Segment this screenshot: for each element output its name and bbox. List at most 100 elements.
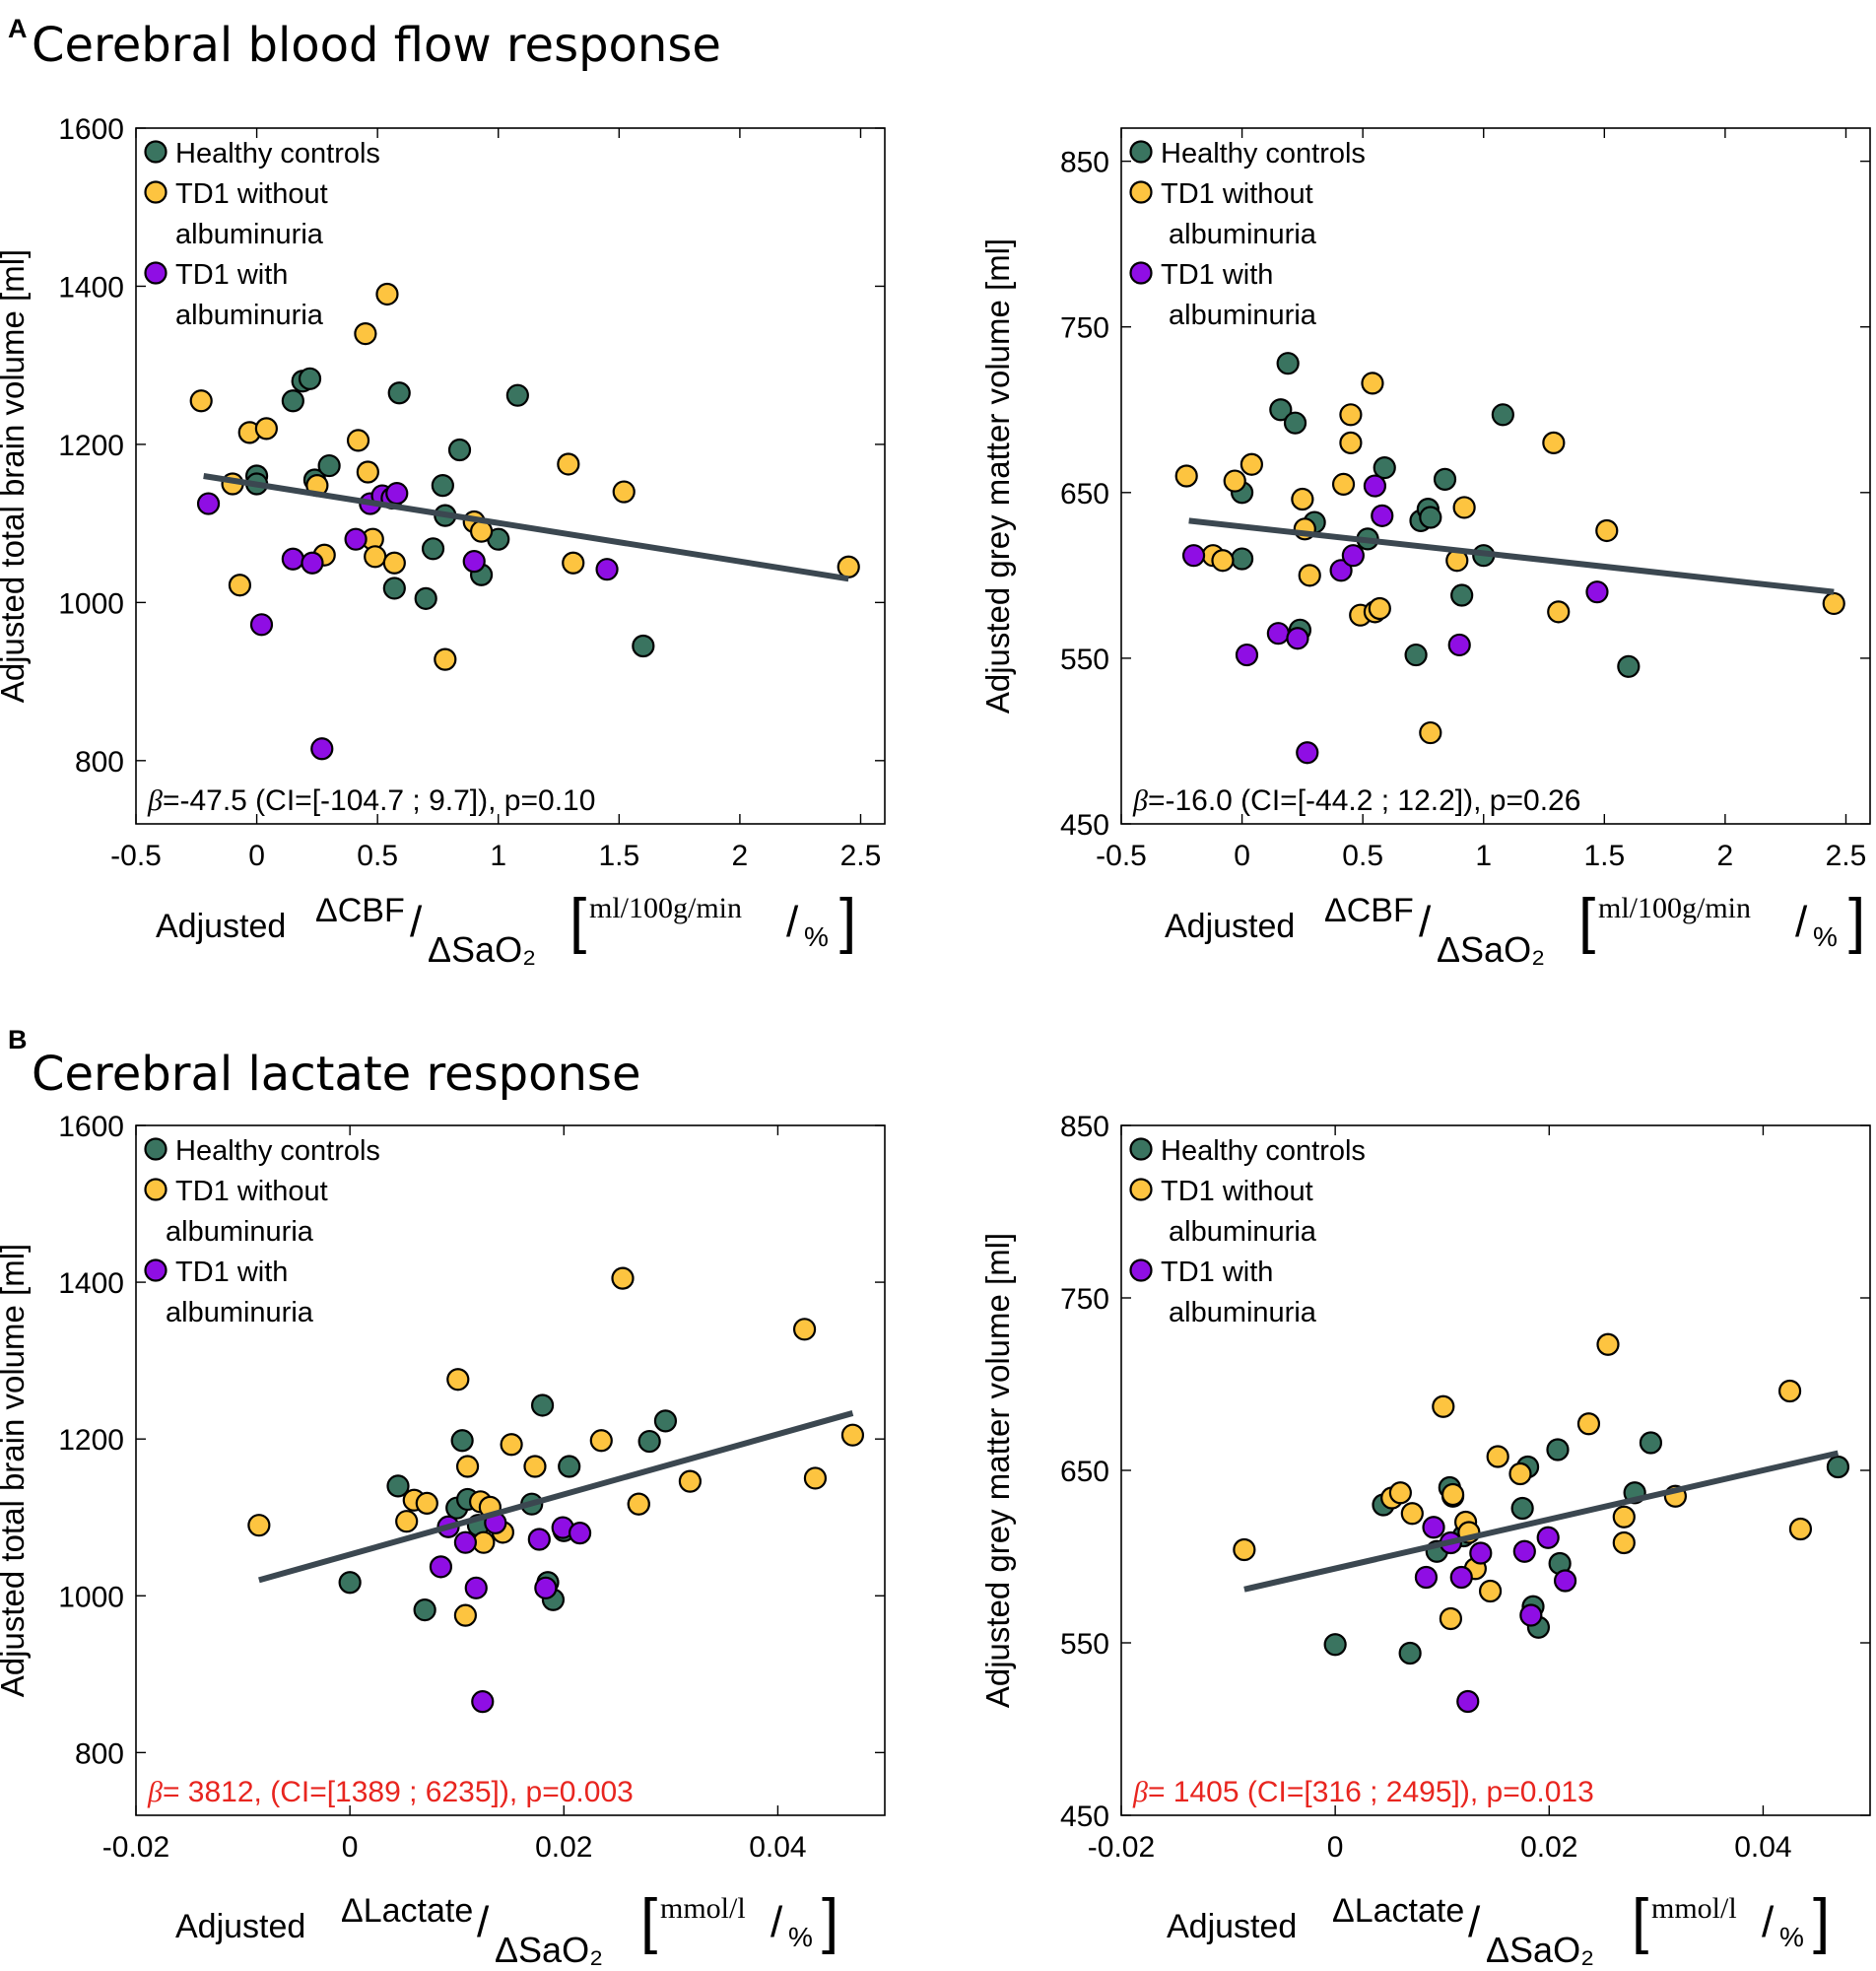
xlabel-numerator: ΔCBF xyxy=(315,892,405,929)
data-point-noalb xyxy=(1440,1482,1465,1507)
y-tick-label: 850 xyxy=(1060,1116,1109,1143)
data-point-alb xyxy=(1585,580,1609,604)
data-point-hc xyxy=(1276,352,1300,375)
data-point-alb xyxy=(385,482,409,506)
data-point-hc xyxy=(1419,506,1442,529)
data-point-hc xyxy=(1323,1633,1347,1657)
section-title-b: Cerebral lactate response xyxy=(32,1047,641,1102)
regression-line xyxy=(1188,517,1835,595)
data-point-alb xyxy=(1422,1516,1445,1539)
legend-label-noalb: TD1 without xyxy=(175,178,328,210)
data-point-hc xyxy=(1404,643,1428,667)
legend-marker-noalb xyxy=(1129,1178,1153,1201)
x-tick-label: 1 xyxy=(490,840,506,872)
x-tick-label: -0.02 xyxy=(1088,1831,1155,1864)
data-point-hc xyxy=(1283,411,1307,435)
data-point-hc xyxy=(1617,654,1641,678)
data-point-noalb xyxy=(1452,496,1476,519)
stats-annotation: β= 1405 (CI=[316 ; 2495]), p=0.013 xyxy=(1132,1776,1594,1808)
xlabel-unit: mmol/l xyxy=(660,1892,746,1925)
legend-label-alb: TD1 with xyxy=(1161,1257,1273,1288)
legend-label-noalb: TD1 without xyxy=(1161,178,1313,210)
data-point-alb xyxy=(429,1555,453,1579)
stats-text: =-16.0 (CI=[-44.2 ; 12.2]), p=0.26 xyxy=(1148,784,1580,817)
data-point-noalb xyxy=(375,282,399,306)
stats-text: =-47.5 (CI=[-104.7 ; 9.7]), p=0.10 xyxy=(163,784,595,817)
xlabel-denominator: ΔSaO₂ xyxy=(1437,929,1546,970)
data-point-noalb xyxy=(1612,1530,1636,1555)
xlabel-numerator: ΔLactate xyxy=(1332,1892,1465,1930)
y-tick-label: 450 xyxy=(1060,809,1109,842)
xlabel-bracket-left: [ xyxy=(1578,887,1596,955)
legend-label-noalb: albuminuria xyxy=(1169,1216,1317,1248)
y-tick-label: 550 xyxy=(1060,644,1109,676)
data-point-noalb xyxy=(1777,1379,1802,1403)
y-tick-label: 550 xyxy=(1060,1628,1109,1661)
stats-text: = 3812, (CI=[1389 ; 6235]), p=0.003 xyxy=(163,1776,634,1808)
x-tick-label: 0.5 xyxy=(1342,840,1383,872)
plot-frame xyxy=(1120,127,1871,825)
legend-label-noalb: albuminuria xyxy=(1169,219,1317,250)
data-point-noalb xyxy=(1339,431,1363,454)
xlabel-unit-slash: / xyxy=(786,898,799,946)
data-point-noalb xyxy=(446,1368,470,1392)
data-point-hc xyxy=(421,537,445,561)
xlabel-bracket-left: [ xyxy=(1632,1887,1649,1955)
xlabel-prefix: Adjusted xyxy=(1167,1908,1298,1945)
legend-label-alb: TD1 with xyxy=(175,1257,288,1288)
data-point-noalb xyxy=(1388,1481,1412,1505)
xlabel-slash: / xyxy=(477,1898,490,1946)
data-point-alb xyxy=(568,1522,592,1545)
stats-annotation: β= 3812, (CI=[1389 ; 6235]), p=0.003 xyxy=(147,1776,634,1808)
data-point-alb xyxy=(1181,544,1206,568)
y-tick-label: 750 xyxy=(1060,1283,1109,1316)
legend-label-alb: albuminuria xyxy=(1169,1297,1317,1328)
y-axis-label: Adjusted total brain volume [ml] xyxy=(0,249,31,703)
data-point-hc xyxy=(298,367,322,390)
data-point-hc xyxy=(632,634,655,658)
y-tick-label: 850 xyxy=(1060,147,1109,179)
data-point-hc xyxy=(1230,547,1254,571)
legend-label-noalb: TD1 without xyxy=(175,1176,328,1207)
data-point-alb xyxy=(344,527,368,551)
y-tick-label: 1000 xyxy=(58,587,124,620)
y-tick-label: 750 xyxy=(1060,312,1109,345)
data-point-hc xyxy=(382,577,406,600)
legend-marker-noalb xyxy=(144,1178,168,1201)
xlabel-unit-den: % xyxy=(1813,921,1838,952)
data-point-noalb xyxy=(1233,1537,1256,1562)
data-point-noalb xyxy=(395,1510,419,1533)
data-point-noalb xyxy=(1368,596,1391,621)
data-point-alb xyxy=(1296,741,1319,765)
legend-label-hc: Healthy controls xyxy=(175,138,380,170)
data-point-noalb xyxy=(1339,403,1363,427)
data-point-noalb xyxy=(627,1492,650,1516)
data-point-hc xyxy=(431,474,454,498)
plot-frame xyxy=(135,1124,886,1816)
data-point-noalb xyxy=(1291,487,1314,511)
data-point-alb xyxy=(1469,1541,1493,1565)
data-point-alb xyxy=(462,550,486,574)
data-point-alb xyxy=(1286,627,1309,650)
xlabel-bracket-right: ] xyxy=(1813,1887,1831,1955)
data-point-noalb xyxy=(500,1433,523,1457)
stats-text: = 1405 (CI=[316 ; 2495]), p=0.013 xyxy=(1148,1776,1594,1808)
data-point-alb xyxy=(1519,1603,1543,1627)
data-point-noalb xyxy=(557,452,580,476)
data-point-hc xyxy=(505,383,529,407)
panel-letter-a: A xyxy=(8,14,28,43)
legend-label-noalb: TD1 without xyxy=(1161,1176,1313,1207)
data-point-hc xyxy=(530,1393,555,1417)
xlabel-unit-slash: / xyxy=(1762,1898,1775,1946)
data-point-alb xyxy=(281,547,304,571)
x-tick-label: 2 xyxy=(1717,840,1734,872)
y-axis-label: Adjusted grey matter volume [ml] xyxy=(985,1233,1016,1708)
data-point-hc xyxy=(653,1409,678,1433)
data-point-hc xyxy=(1639,1431,1663,1455)
data-point-noalb xyxy=(356,460,379,484)
data-point-noalb xyxy=(562,551,585,575)
data-point-alb xyxy=(1512,1539,1536,1563)
x-tick-label: 0.02 xyxy=(1520,1831,1577,1864)
regression-line xyxy=(203,473,849,582)
data-point-alb xyxy=(1414,1565,1439,1590)
